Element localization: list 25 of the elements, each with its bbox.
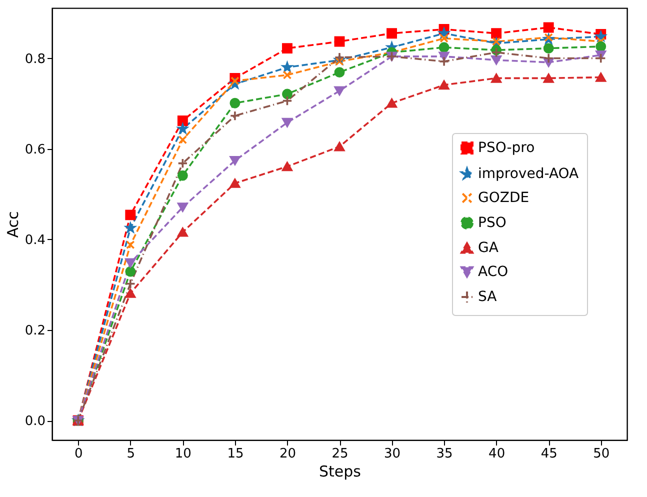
y-tick-label: 0.2 [24, 323, 46, 338]
y-tick-label: 0.8 [24, 52, 46, 67]
y-axis-title: Acc [4, 211, 22, 238]
y-tick-label: 0.6 [24, 142, 46, 158]
legend-label: GOZDE [478, 190, 530, 206]
x-tick-label: 40 [488, 446, 506, 462]
x-tick-label: 20 [279, 446, 296, 462]
y-tick-label: 0.0 [24, 414, 46, 430]
x-tick-label: 35 [436, 446, 453, 462]
x-tick-label: 15 [227, 446, 244, 462]
x-tick-label: 10 [174, 446, 192, 462]
legend-label: GA [478, 240, 499, 256]
y-tick-label: 0.4 [24, 232, 46, 248]
x-tick-label: 5 [126, 446, 136, 462]
x-tick-label: 30 [384, 446, 401, 462]
legend-label: PSO [478, 215, 506, 231]
x-tick-label: 45 [540, 446, 558, 462]
legend-label: PSO-pro [478, 140, 535, 156]
x-tick-label: 0 [74, 446, 83, 462]
legend-label: ACO [478, 264, 508, 280]
x-tick-label: 50 [593, 446, 610, 462]
x-axis-title: Steps [319, 462, 362, 480]
x-tick-label: 25 [332, 446, 348, 462]
legend-label: improved-AOA [478, 166, 580, 182]
legend-label: SA [478, 289, 498, 305]
